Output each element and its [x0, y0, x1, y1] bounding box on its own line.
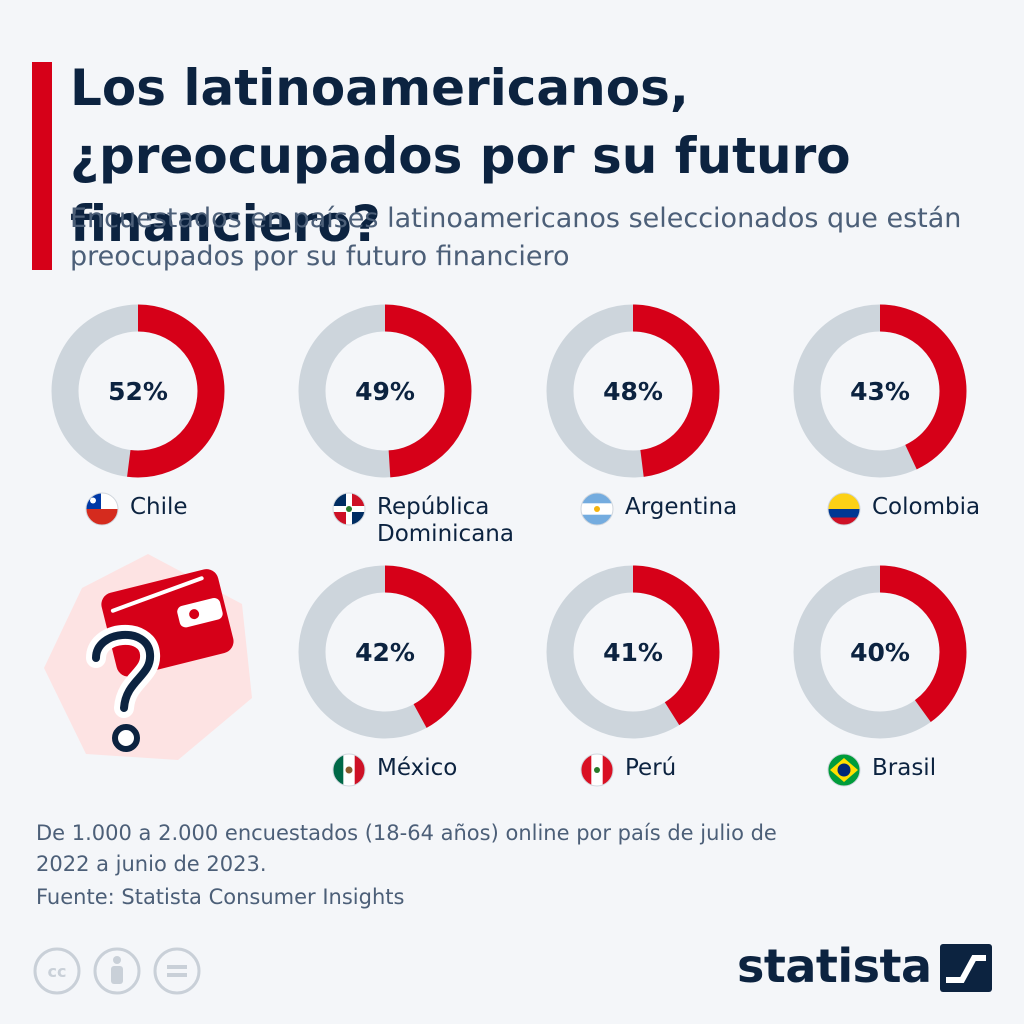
donut-chart: 43%: [793, 304, 967, 478]
donut-chart: 48%: [546, 304, 720, 478]
country-label: Chile: [130, 494, 188, 520]
country-label: Brasil: [872, 755, 937, 781]
donut-chart: 49%: [298, 304, 472, 478]
question-mark-icon: [86, 624, 160, 752]
donut-value-label: 43%: [850, 377, 910, 406]
attribution-icon[interactable]: [92, 946, 142, 996]
source: Fuente: Statista Consumer Insights: [36, 885, 405, 909]
donut-value-slice: [793, 304, 967, 478]
donut-value-slice: [298, 304, 472, 478]
no-derivatives-icon[interactable]: [152, 946, 202, 996]
donut-chart: 40%: [793, 565, 967, 739]
cc-icon[interactable]: cc: [32, 946, 82, 996]
donut-value-label: 52%: [108, 377, 168, 406]
page-subtitle: Encuestados en países latinoamericanos s…: [70, 203, 962, 272]
flag-icon: [332, 492, 366, 526]
accent-bar: [32, 62, 52, 270]
donut-value-slice: [546, 565, 720, 739]
country-label: República Dominicana: [377, 494, 514, 547]
donut-value-slice: [51, 304, 225, 478]
country-label: Argentina: [625, 494, 738, 520]
flag-icon: [827, 492, 861, 526]
country-label: Colombia: [872, 494, 981, 520]
statista-logo-icon: [940, 944, 992, 992]
brand-logo-text: statista: [737, 939, 932, 993]
country-label: Perú: [625, 755, 677, 781]
donut-value-slice: [546, 304, 720, 478]
donut-value-label: 42%: [355, 638, 415, 667]
country-label: México: [377, 755, 458, 781]
donut-value-slice: [793, 565, 967, 739]
donut-value-label: 40%: [850, 638, 910, 667]
donut-chart: 52%: [51, 304, 225, 478]
flag-icon: [85, 492, 119, 526]
donut-chart: 41%: [546, 565, 720, 739]
donut-value-label: 49%: [355, 377, 415, 406]
flag-icon: [580, 753, 614, 787]
wallet-question-illustration: [44, 554, 252, 760]
donut-chart: 42%: [298, 565, 472, 739]
flag-icon: [332, 753, 366, 787]
donut-value-slice: [298, 565, 472, 739]
flag-icon: [580, 492, 614, 526]
footnote: De 1.000 a 2.000 encuestados (18-64 años…: [36, 821, 777, 876]
wallet-icon: [101, 569, 234, 677]
donut-value-label: 41%: [603, 638, 663, 667]
flag-icon: [827, 753, 861, 787]
svg-text:cc: cc: [48, 962, 67, 981]
page-title: Los latinoamericanos, ¿preocupados por s…: [70, 59, 851, 253]
donut-value-label: 48%: [603, 377, 663, 406]
